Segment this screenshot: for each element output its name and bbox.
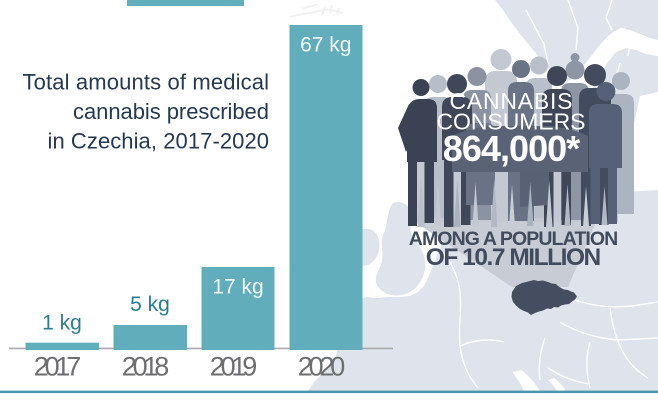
svg-text:cannabis prescribed: cannabis prescribed bbox=[73, 99, 269, 124]
svg-text:2018: 2018 bbox=[122, 351, 170, 381]
svg-text:17 kg: 17 kg bbox=[212, 276, 263, 299]
svg-text:67 kg: 67 kg bbox=[300, 34, 351, 57]
svg-text:2019: 2019 bbox=[210, 351, 258, 381]
svg-text:1 kg: 1 kg bbox=[42, 311, 82, 334]
svg-text:864,000*: 864,000* bbox=[443, 128, 581, 169]
svg-text:OF 10.7 MILLION: OF 10.7 MILLION bbox=[426, 244, 602, 271]
svg-text:AMONG A POPULATION: AMONG A POPULATION bbox=[409, 228, 619, 250]
svg-text:Total amounts of medical: Total amounts of medical bbox=[23, 70, 270, 95]
svg-text:5 kg: 5 kg bbox=[130, 293, 170, 316]
svg-text:2017: 2017 bbox=[34, 351, 82, 381]
svg-text:in Czechia, 2017-2020: in Czechia, 2017-2020 bbox=[48, 129, 270, 154]
svg-text:CONSUMERS: CONSUMERS bbox=[437, 109, 586, 135]
svg-text:2020: 2020 bbox=[298, 351, 346, 381]
svg-text:CANNABIS: CANNABIS bbox=[450, 88, 573, 114]
